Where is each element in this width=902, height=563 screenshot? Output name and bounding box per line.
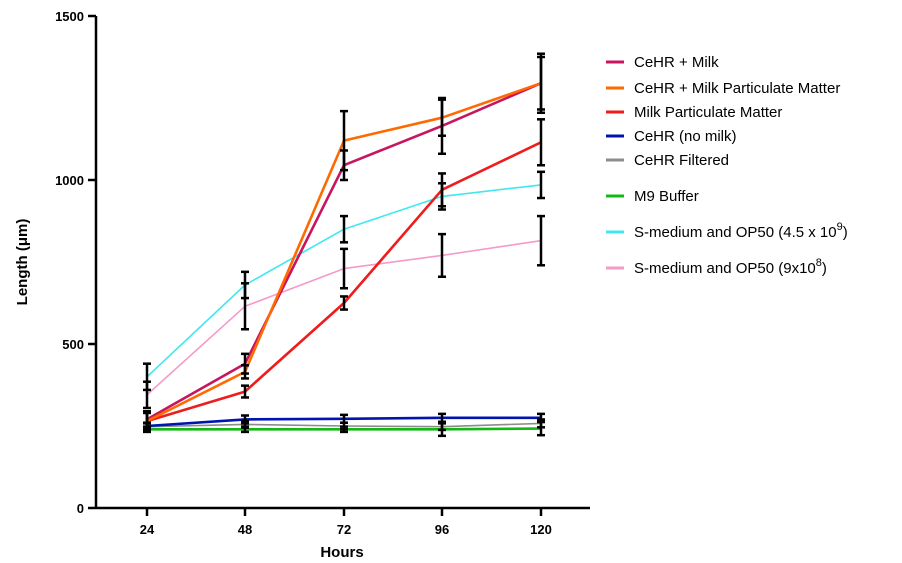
legend-item: CeHR (no milk) — [606, 128, 737, 145]
legend-label: S-medium and OP50 (4.5 x 109) — [634, 221, 848, 241]
legend-label: CeHR + Milk Particulate Matter — [634, 80, 840, 97]
y-axis-title: Length (μm) — [14, 219, 31, 306]
error-bar — [537, 170, 545, 200]
error-bar — [537, 118, 545, 167]
error-bar — [438, 421, 446, 438]
x-tick-label: 48 — [238, 522, 252, 537]
error-bar — [241, 282, 249, 331]
error-bar — [143, 380, 151, 410]
error-bar — [241, 364, 249, 380]
error-bar — [438, 182, 446, 211]
y-tick-label: 1500 — [55, 9, 84, 24]
legend-item: M9 Buffer — [606, 188, 699, 205]
error-bar — [438, 232, 446, 279]
y-ticks: 0 500 1000 1500 — [55, 9, 96, 516]
error-bar — [537, 214, 545, 267]
y-tick-label: 1000 — [55, 173, 84, 188]
y-tick-label: 500 — [62, 337, 84, 352]
legend-label: CeHR + Milk — [634, 54, 719, 71]
x-tick-label: 72 — [337, 522, 351, 537]
legend-label: Milk Particulate Matter — [634, 104, 782, 121]
legend-label: CeHR (no milk) — [634, 128, 737, 145]
error-bar — [340, 109, 348, 172]
error-bar — [143, 425, 151, 434]
error-bar — [537, 420, 545, 437]
x-tick-label: 120 — [530, 522, 552, 537]
error-bar — [340, 247, 348, 290]
legend-label: CeHR Filtered — [634, 152, 729, 169]
error-bar — [340, 425, 348, 434]
error-bar — [537, 55, 545, 111]
legend-item: Milk Particulate Matter — [606, 104, 782, 121]
error-bars — [143, 52, 545, 438]
legend-item: CeHR + Milk Particulate Matter — [606, 80, 840, 97]
legend-label: M9 Buffer — [634, 188, 699, 205]
x-axis-title: Hours — [320, 544, 363, 561]
x-ticks: 24 48 72 96 120 — [140, 508, 552, 537]
y-tick-label: 0 — [77, 501, 84, 516]
legend-item: S-medium and OP50 (9x108) — [606, 257, 827, 277]
legend-item: CeHR + Milk — [606, 54, 719, 71]
error-bar — [241, 425, 249, 434]
error-bar — [340, 214, 348, 244]
legend-label: S-medium and OP50 (9x108) — [634, 257, 827, 277]
legend: CeHR + Milk CeHR + Milk Particulate Matte… — [606, 54, 848, 277]
x-tick-label: 24 — [140, 522, 155, 537]
legend-item: CeHR Filtered — [606, 152, 729, 169]
x-tick-label: 96 — [435, 522, 449, 537]
error-bar — [438, 98, 446, 137]
error-bar — [340, 295, 348, 311]
error-bar — [241, 384, 249, 399]
legend-item: S-medium and OP50 (4.5 x 109) — [606, 221, 848, 241]
